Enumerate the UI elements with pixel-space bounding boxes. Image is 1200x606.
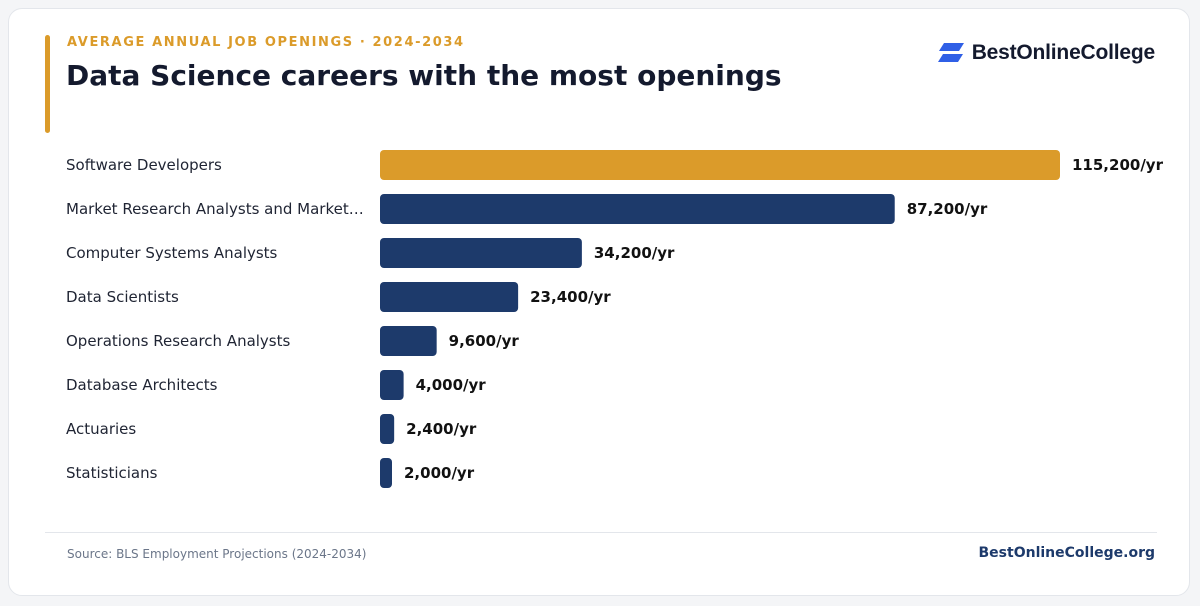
accent-bar: [45, 35, 50, 133]
chart-eyebrow: AVERAGE ANNUAL JOB OPENINGS · 2024-2034: [67, 35, 465, 50]
category-label: Database Architects: [66, 376, 218, 394]
footer-divider: [45, 532, 1157, 533]
bar: [380, 370, 404, 400]
value-label: 9,600/yr: [449, 332, 520, 350]
category-label: Computer Systems Analysts: [66, 244, 278, 262]
brand-mark-icon: [937, 43, 964, 62]
bar: [380, 150, 1060, 180]
chart-card: AVERAGE ANNUAL JOB OPENINGS · 2024-2034 …: [8, 8, 1190, 596]
category-label: Data Scientists: [66, 288, 179, 306]
brand-logo: BestOnlineCollege: [937, 41, 1156, 65]
value-label: 4,000/yr: [416, 376, 487, 394]
category-label: Market Research Analysts and Market…: [66, 200, 364, 218]
value-label: 34,200/yr: [594, 244, 675, 262]
bar: [380, 194, 895, 224]
category-label: Actuaries: [66, 420, 136, 438]
value-label: 2,000/yr: [404, 464, 475, 482]
category-label: Statisticians: [66, 464, 158, 482]
value-label: 87,200/yr: [907, 200, 988, 218]
category-label: Software Developers: [66, 156, 222, 174]
category-label: Operations Research Analysts: [66, 332, 291, 350]
value-label: 2,400/yr: [406, 420, 477, 438]
value-label: 23,400/yr: [530, 288, 611, 306]
bar: [380, 414, 395, 444]
bar: [380, 326, 437, 356]
bar: [380, 458, 392, 488]
chart-title: Data Science careers with the most openi…: [66, 59, 782, 92]
bar: [380, 238, 582, 268]
site-link[interactable]: BestOnlineCollege.org: [978, 545, 1155, 561]
brand-name: BestOnlineCollege: [971, 41, 1156, 64]
bar: [380, 282, 519, 312]
value-label: 115,200/yr: [1072, 156, 1164, 174]
source-note: Source: BLS Employment Projections (2024…: [67, 547, 367, 561]
